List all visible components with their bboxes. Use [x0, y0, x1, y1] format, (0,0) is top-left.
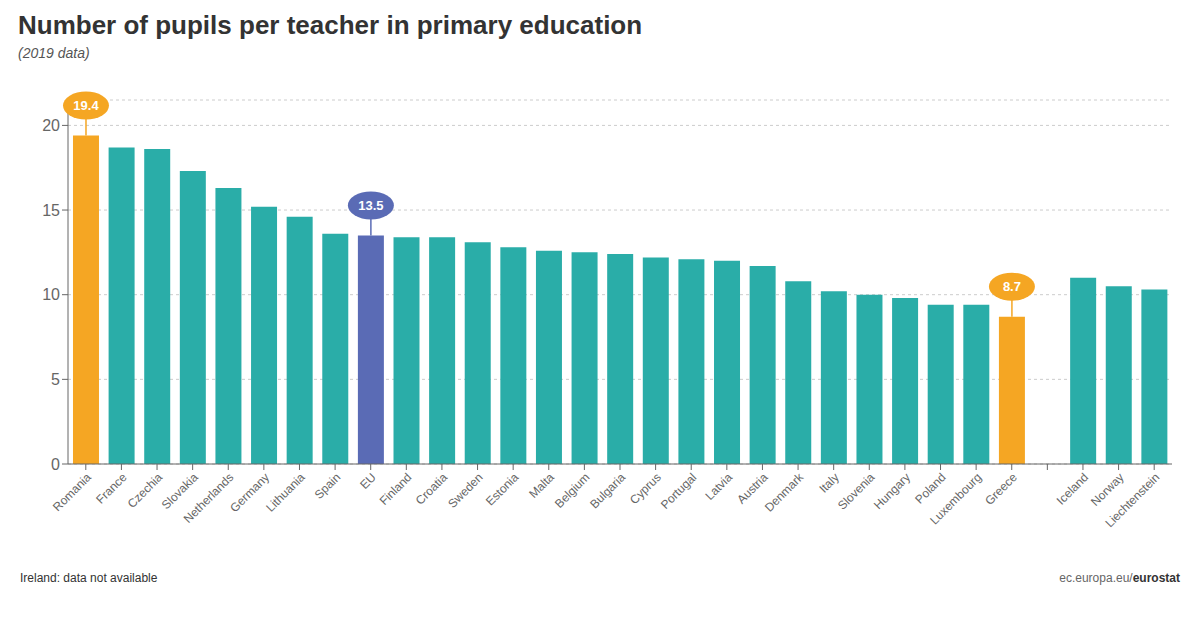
svg-text:Malta: Malta [526, 470, 557, 501]
svg-text:15: 15 [42, 202, 60, 219]
html-text:Number of pupils per teacher i: Number of pupils per teacher in primary … [18, 10, 643, 40]
svg-text:Czechia: Czechia [125, 470, 166, 511]
svg-text:Sweden: Sweden [445, 470, 486, 511]
svg-text:Spain: Spain [312, 470, 344, 502]
svg-text:Hungary: Hungary [871, 470, 913, 512]
svg-text:Germany: Germany [227, 470, 272, 515]
svg-text:Slovakia: Slovakia [158, 470, 201, 513]
svg-text:Portugal: Portugal [658, 470, 700, 512]
svg-text:Norway: Norway [1088, 470, 1127, 509]
svg-text:0: 0 [51, 456, 60, 473]
svg-text:Italy: Italy [816, 470, 841, 495]
svg-text:Luxembourg: Luxembourg [927, 470, 984, 527]
svg-text:Denmark: Denmark [762, 470, 807, 515]
svg-text:Lithuania: Lithuania [263, 470, 308, 515]
svg-text:Romania: Romania [50, 470, 94, 514]
svg-text:Belgium: Belgium [552, 470, 593, 511]
html-text:Ireland: data not available: Ireland: data not available [20, 571, 158, 585]
svg-text:13.5: 13.5 [358, 198, 383, 213]
svg-text:20: 20 [42, 117, 60, 134]
svg-text:Poland: Poland [912, 470, 949, 507]
svg-text:Netherlands: Netherlands [181, 470, 237, 526]
svg-text:8.7: 8.7 [1003, 279, 1021, 294]
svg-text:5: 5 [51, 371, 60, 388]
html-text:(2019 data): (2019 data) [18, 45, 90, 61]
svg-text:Slovenia: Slovenia [835, 470, 878, 513]
svg-text:Croatia: Croatia [413, 470, 450, 507]
svg-text:Bulgaria: Bulgaria [587, 470, 628, 511]
svg-text:Cyprus: Cyprus [627, 470, 664, 507]
svg-text:France: France [93, 470, 130, 507]
svg-text:EU: EU [357, 470, 379, 492]
svg-text:Latvia: Latvia [702, 470, 735, 503]
svg-text:Finland: Finland [377, 470, 415, 508]
svg-text:10: 10 [42, 286, 60, 303]
html-text:ec.europa.eu/ eurostat: ec.europa.eu/ eurostat [1059, 571, 1180, 585]
svg-text:Liechtenstein: Liechtenstein [1102, 470, 1162, 530]
svg-text:19.4: 19.4 [73, 98, 99, 113]
svg-text:Estonia: Estonia [483, 470, 521, 508]
svg-text:Austria: Austria [734, 470, 771, 507]
svg-text:Greece: Greece [982, 470, 1020, 508]
svg-text:Iceland: Iceland [1054, 470, 1091, 507]
